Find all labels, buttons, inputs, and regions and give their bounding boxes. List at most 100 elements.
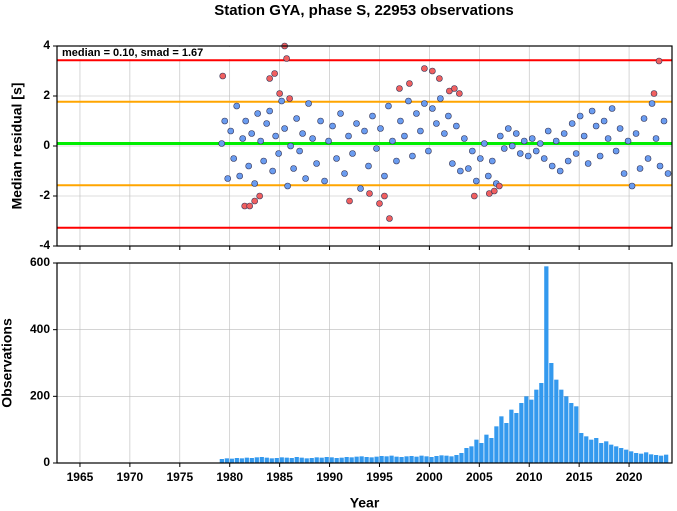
point <box>429 67 436 75</box>
point <box>353 120 360 127</box>
chart-title: Station GYA, phase S, 22953 observations <box>214 2 514 19</box>
bar <box>304 458 309 463</box>
bar <box>334 458 339 463</box>
bar <box>369 457 374 463</box>
bar <box>519 403 524 463</box>
bar <box>449 456 454 463</box>
bar <box>609 444 614 463</box>
point <box>592 122 600 130</box>
bar <box>269 458 274 463</box>
point <box>257 137 264 145</box>
bar <box>349 457 354 463</box>
point <box>281 125 288 132</box>
point <box>433 120 440 127</box>
bar <box>234 458 239 463</box>
point <box>357 185 364 192</box>
point <box>296 147 303 155</box>
bar <box>504 423 509 463</box>
point <box>508 142 516 150</box>
point <box>236 172 244 180</box>
bar <box>544 266 549 463</box>
point <box>260 157 267 165</box>
bar <box>314 457 319 463</box>
bar <box>624 449 629 463</box>
point <box>488 157 496 165</box>
point <box>496 132 504 140</box>
point <box>664 170 672 177</box>
point <box>441 130 448 137</box>
point <box>293 115 300 122</box>
point <box>287 142 294 150</box>
annotation: median = 0.10, smad = 1.67 <box>62 47 203 59</box>
bar <box>524 396 529 463</box>
point <box>396 85 403 92</box>
point <box>461 135 468 142</box>
point <box>495 182 503 190</box>
point <box>500 145 508 152</box>
point <box>656 162 664 170</box>
point <box>284 182 291 190</box>
bar <box>359 456 364 463</box>
bar <box>459 453 464 463</box>
point <box>266 107 273 115</box>
point <box>620 170 628 177</box>
bar <box>574 406 579 463</box>
bar <box>229 458 234 463</box>
bar <box>299 457 304 463</box>
point <box>245 162 252 170</box>
bar <box>464 448 469 463</box>
point <box>451 85 458 92</box>
bar <box>534 389 539 463</box>
point <box>644 155 652 162</box>
bar <box>604 441 609 463</box>
bar <box>279 457 284 463</box>
bar <box>309 458 314 463</box>
bar <box>249 458 254 463</box>
y-tick-label: 2 <box>43 88 50 102</box>
point <box>477 155 484 162</box>
bar <box>499 416 504 463</box>
point <box>329 122 336 130</box>
point <box>272 132 279 140</box>
point <box>484 172 492 180</box>
bar <box>579 433 584 463</box>
bar <box>264 457 269 463</box>
point <box>572 150 580 157</box>
bar <box>474 439 479 463</box>
point <box>218 140 226 147</box>
point <box>239 135 246 142</box>
point <box>251 180 258 187</box>
point <box>275 150 282 157</box>
point <box>436 75 443 82</box>
point <box>369 112 376 120</box>
point <box>584 160 592 167</box>
point <box>552 137 560 145</box>
bar <box>289 458 294 463</box>
x-tick-label: 1990 <box>316 470 343 484</box>
bar <box>254 457 259 463</box>
point <box>405 97 412 105</box>
bar <box>494 426 499 463</box>
point <box>409 152 416 160</box>
point <box>616 125 624 132</box>
x-tick-label: 2000 <box>416 470 443 484</box>
point <box>449 160 456 167</box>
point <box>377 125 384 132</box>
point <box>337 110 344 117</box>
bar <box>414 456 419 463</box>
bar <box>409 456 414 463</box>
point <box>271 70 278 77</box>
point <box>317 117 324 125</box>
bar <box>509 409 514 463</box>
point <box>636 165 644 172</box>
y-tick-label: 600 <box>30 255 50 269</box>
bar <box>284 457 289 463</box>
point <box>266 75 273 82</box>
point <box>401 132 408 140</box>
bar <box>419 455 424 463</box>
bar <box>384 456 389 463</box>
bar <box>539 383 544 463</box>
bar <box>489 438 494 463</box>
point <box>421 65 428 72</box>
point <box>248 130 255 137</box>
